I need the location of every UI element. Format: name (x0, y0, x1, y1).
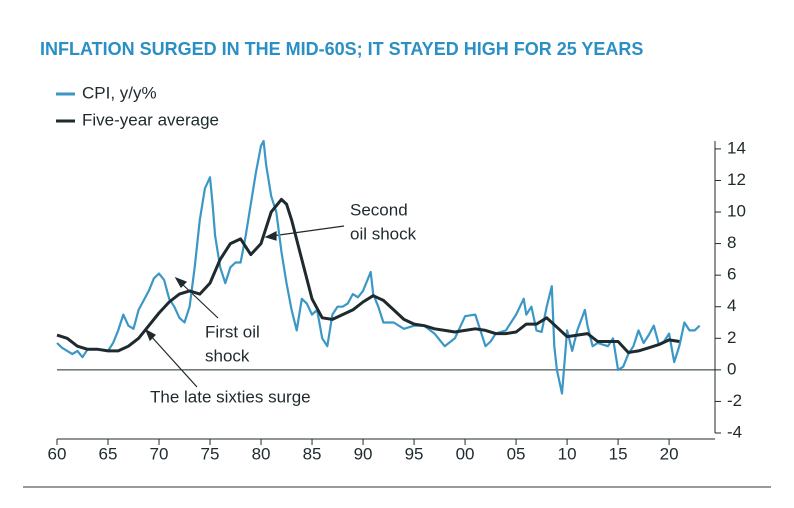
annotation: oil shock (350, 224, 417, 243)
x-tick-label: 65 (99, 444, 118, 463)
annotation: Second (350, 200, 408, 219)
y-tick-label: 14 (727, 138, 746, 157)
legend-label: CPI, y/y% (82, 83, 157, 102)
y-tick-label: 2 (727, 328, 736, 347)
x-tick-label: 90 (354, 444, 373, 463)
x-tick-label: 05 (507, 444, 526, 463)
x-tick-label: 75 (201, 444, 220, 463)
arrow (179, 281, 219, 319)
y-tick-label: 8 (727, 233, 736, 252)
x-tick-label: 85 (303, 444, 322, 463)
x-tick-label: 80 (252, 444, 271, 463)
y-tick-label: -4 (727, 422, 742, 441)
arrows (144, 225, 345, 388)
annotation: First oil (205, 322, 260, 341)
x-tick-label: 00 (456, 444, 475, 463)
arrow (149, 334, 198, 388)
y-tick-label: -2 (727, 391, 742, 410)
annotation: The late sixties surge (150, 387, 311, 406)
y-tick-label: 10 (727, 202, 746, 221)
x-tick-label: 60 (48, 444, 67, 463)
arrow-head (144, 328, 156, 342)
x-tick-label: 95 (405, 444, 424, 463)
y-tick-label: 0 (727, 359, 736, 378)
y-tick-label: 4 (727, 296, 736, 315)
y-tick-label: 12 (727, 170, 746, 189)
arrow-head (174, 276, 188, 288)
arrow-head (264, 231, 277, 241)
chart-title: INFLATION SURGED IN THE MID-60S; IT STAY… (40, 39, 643, 59)
x-tick-label: 10 (558, 444, 577, 463)
x-tick-label: 15 (609, 444, 628, 463)
series-line (56, 197, 680, 354)
y-tick-label: 6 (727, 265, 736, 284)
legend-label: Five-year average (82, 110, 219, 129)
x-tick-label: 70 (150, 444, 169, 463)
annotation: shock (205, 346, 250, 365)
arrow (271, 225, 345, 237)
x-tick-label: 20 (660, 444, 679, 463)
series-line (56, 139, 701, 395)
